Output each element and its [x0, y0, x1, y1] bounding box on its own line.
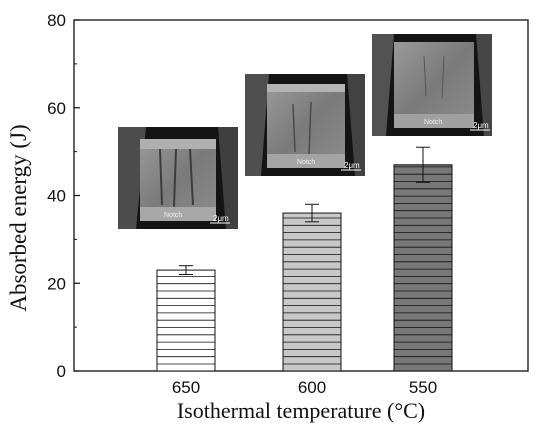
sem-inset-650: Notch 2μm [118, 127, 238, 229]
bar-550 [393, 164, 453, 372]
y-tick-label: 0 [57, 362, 66, 381]
sem-inset-600: Notch 2μm [245, 74, 365, 176]
x-tick-label-650: 650 [172, 378, 200, 397]
scale-bar-label: 2μm [473, 121, 489, 130]
sem-inset-550: Notch 2μm [372, 34, 492, 136]
notch-label: Notch [164, 212, 182, 219]
error-bar-600 [305, 203, 319, 223]
bar-hatch-650 [157, 275, 215, 365]
scale-bar-label: 2μm [344, 161, 360, 170]
x-tick-label-550: 550 [409, 378, 437, 397]
y-tick-label: 20 [47, 274, 66, 293]
y-tick-label: 40 [47, 187, 66, 206]
bar-600 [282, 212, 342, 372]
notch-label: Notch [297, 159, 315, 166]
y-axis-ticks: 0 20 40 60 80 [47, 11, 80, 381]
y-tick-label: 60 [47, 99, 66, 118]
bar-hatch-550 [394, 166, 452, 365]
scale-bar-label: 2μm [213, 214, 229, 223]
x-axis-title: Isothermal temperature (°C) [177, 398, 425, 423]
x-tick-label-600: 600 [298, 378, 326, 397]
y-axis-title: Absorbed energy (J) [6, 124, 31, 311]
notch-label: Notch [424, 119, 442, 126]
bar-hatch-600 [283, 217, 341, 365]
y-tick-label: 80 [47, 11, 66, 30]
error-bar-550 [416, 146, 430, 183]
error-bar-650 [179, 265, 193, 275]
bars [156, 146, 453, 372]
